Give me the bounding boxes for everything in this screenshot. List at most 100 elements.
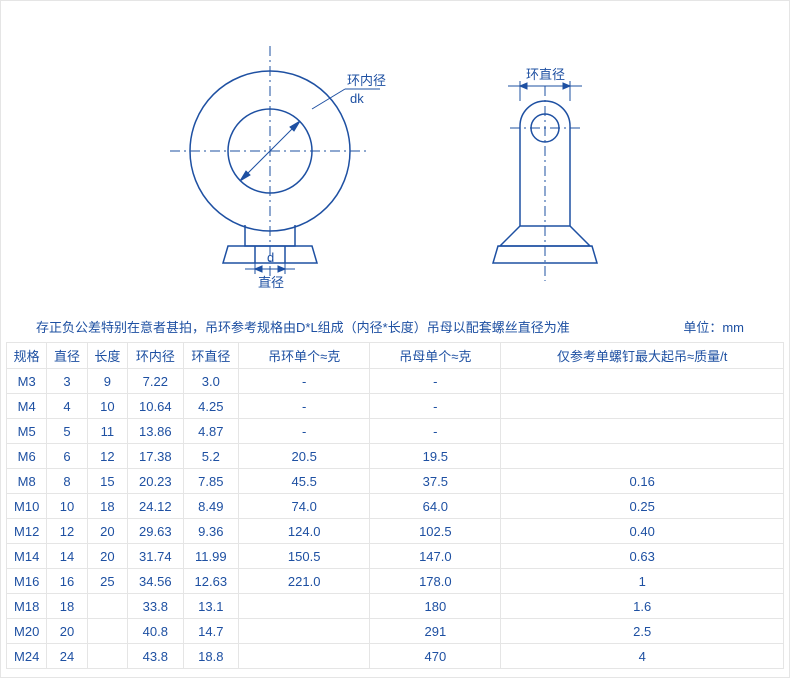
table-cell: 2.5 [501,619,784,644]
table-cell: 14 [47,544,87,569]
spec-sheet: 环内径 dk d 直径 [0,0,790,678]
table-row: M881520.237.8545.537.50.16 [7,469,784,494]
table-cell: 9.36 [183,519,239,544]
table-cell [87,594,127,619]
th-len: 长度 [87,343,127,369]
table-cell: 15 [87,469,127,494]
table-cell: 17.38 [128,444,184,469]
table-header-row: 规格 直径 长度 环内径 环直径 吊环单个≈克 吊母单个≈克 仅参考单螺钉最大起… [7,343,784,369]
th-load: 仅参考单螺钉最大起吊≈质量/t [501,343,784,369]
table-cell: M3 [7,369,47,394]
table-cell: 124.0 [239,519,370,544]
table-cell [87,619,127,644]
table-cell: 178.0 [370,569,501,594]
label-diameter: 直径 [258,275,284,290]
table-cell: 102.5 [370,519,501,544]
table-cell [501,369,784,394]
table-cell: 147.0 [370,544,501,569]
table-cell: 7.22 [128,369,184,394]
table-cell [87,644,127,669]
table-cell: M10 [7,494,47,519]
table-cell [501,419,784,444]
table-cell: 14.7 [183,619,239,644]
th-nutw: 吊母单个≈克 [370,343,501,369]
table-cell: 0.40 [501,519,784,544]
table-cell: M20 [7,619,47,644]
table-cell: 8 [47,469,87,494]
table-cell: M14 [7,544,47,569]
table-cell: 10 [87,394,127,419]
table-cell: 0.63 [501,544,784,569]
table-cell: 291 [370,619,501,644]
table-cell: 470 [370,644,501,669]
table-cell: 19.5 [370,444,501,469]
table-cell: 40.8 [128,619,184,644]
table-cell: 20 [87,519,127,544]
table-cell [501,444,784,469]
table-cell: 3 [47,369,87,394]
label-dk: dk [350,91,364,106]
table-cell: 4 [47,394,87,419]
table-cell: 16 [47,569,87,594]
th-spec: 规格 [7,343,47,369]
table-cell: M8 [7,469,47,494]
table-cell: M12 [7,519,47,544]
table-cell: 24.12 [128,494,184,519]
table-cell: 25 [87,569,127,594]
caption-main: 存正负公差特别在意者甚拍，吊环参考规格由D*L组成（内径*长度）吊母以配套螺丝直… [36,317,570,336]
table-cell [239,644,370,669]
table-cell: 37.5 [370,469,501,494]
table-row: M551113.864.87-- [7,419,784,444]
table-cell: 8.49 [183,494,239,519]
table-row: M14142031.7411.99150.5147.00.63 [7,544,784,569]
label-d: d [267,250,274,265]
table-cell: 180 [370,594,501,619]
table-row: M12122029.639.36124.0102.50.40 [7,519,784,544]
table-cell: 150.5 [239,544,370,569]
table-cell: 11 [87,419,127,444]
table-body: M3397.223.0--M441010.644.25--M551113.864… [7,369,784,669]
table-cell: 10.64 [128,394,184,419]
table-cell: 11.99 [183,544,239,569]
caption-row: 存正负公差特别在意者甚拍，吊环参考规格由D*L组成（内径*长度）吊母以配套螺丝直… [6,311,784,342]
table-cell: 18 [87,494,127,519]
table-cell: 5.2 [183,444,239,469]
table-cell: 18 [47,594,87,619]
table-cell: 1.6 [501,594,784,619]
table-cell: 34.56 [128,569,184,594]
table-cell: 20 [87,544,127,569]
spec-table: 规格 直径 长度 环内径 环直径 吊环单个≈克 吊母单个≈克 仅参考单螺钉最大起… [6,342,784,669]
th-ind: 环内径 [128,343,184,369]
table-cell: M5 [7,419,47,444]
table-row: M181833.813.11801.6 [7,594,784,619]
table-cell [239,594,370,619]
table-row: M16162534.5612.63221.0178.01 [7,569,784,594]
table-cell: M18 [7,594,47,619]
table-cell: M4 [7,394,47,419]
table-cell: 31.74 [128,544,184,569]
label-ring-dia: 环直径 [526,67,565,82]
table-row: M441010.644.25-- [7,394,784,419]
table-cell: 13.86 [128,419,184,444]
table-cell: 0.16 [501,469,784,494]
table-cell: 3.0 [183,369,239,394]
table-cell: M16 [7,569,47,594]
table-row: M661217.385.220.519.5 [7,444,784,469]
table-cell: 4 [501,644,784,669]
table-cell: 64.0 [370,494,501,519]
table-cell: - [370,419,501,444]
table-cell: 43.8 [128,644,184,669]
table-row: M242443.818.84704 [7,644,784,669]
table-cell: 7.85 [183,469,239,494]
th-dia: 直径 [47,343,87,369]
table-cell: - [239,369,370,394]
table-cell: 29.63 [128,519,184,544]
th-rad: 环直径 [183,343,239,369]
table-row: M10101824.128.4974.064.00.25 [7,494,784,519]
table-cell: 74.0 [239,494,370,519]
table-cell: 221.0 [239,569,370,594]
caption-unit: 单位：mm [683,317,774,336]
table-cell: 0.25 [501,494,784,519]
table-cell: 1 [501,569,784,594]
table-row: M3397.223.0-- [7,369,784,394]
